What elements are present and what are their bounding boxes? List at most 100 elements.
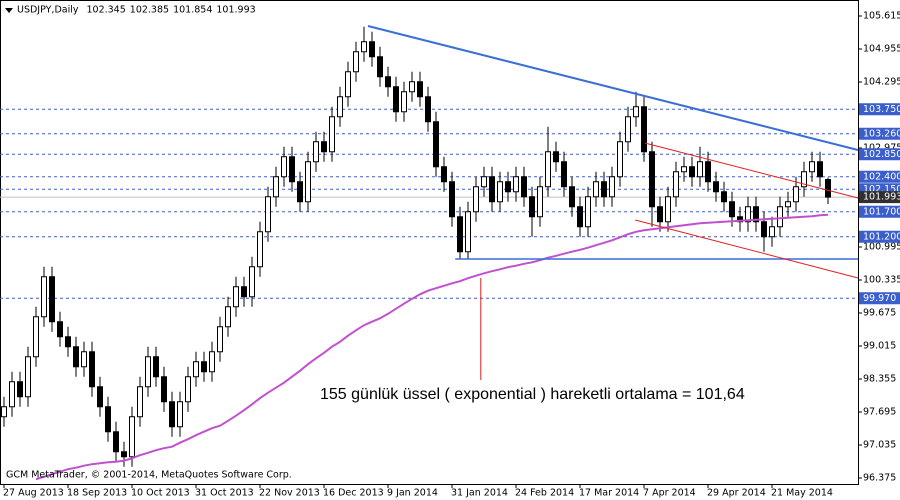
candle-body (289, 156, 295, 183)
level-label-box (859, 170, 900, 183)
candle-body (545, 151, 551, 188)
candle-body (25, 356, 31, 398)
candle-body (777, 206, 783, 228)
y-tick-label: 97.035 (863, 440, 896, 451)
candle-body (609, 176, 615, 198)
header-value: 101.993 (216, 5, 255, 16)
candle-body (585, 196, 591, 228)
candle-body (257, 231, 263, 268)
chart-layer (0, 25, 859, 481)
candle-body (305, 161, 311, 203)
level-label: 103.750 (863, 104, 900, 115)
y-tick-label: 105.615 (863, 11, 900, 22)
candle-body (129, 416, 135, 458)
candle-body (225, 306, 231, 328)
trend-line (644, 142, 859, 199)
level-label-box (859, 127, 900, 140)
header-value: 102.385 (130, 5, 169, 16)
x-tick-label: 7 Apr 2014 (643, 488, 696, 499)
candle-body (169, 401, 175, 428)
candle-body (233, 286, 239, 308)
candle-body (1, 406, 7, 418)
x-tick-label: 24 Feb 2014 (515, 488, 574, 499)
candle-body (769, 226, 775, 238)
candle-body (497, 181, 503, 203)
candle-body (73, 346, 79, 368)
trend-line (635, 219, 859, 279)
level-label: 99.970 (863, 293, 896, 304)
y-tick-label: 102.975 (863, 143, 900, 154)
candle-body (649, 151, 655, 208)
candle-body (337, 96, 343, 118)
candle-body (761, 221, 767, 238)
candle-body (673, 171, 679, 198)
candle-body (369, 41, 375, 58)
candle-body (33, 316, 39, 358)
y-tick-label: 100.335 (863, 275, 900, 286)
y-tick-label: 96.375 (863, 473, 896, 484)
candle-body (537, 186, 543, 218)
candle-body (489, 176, 495, 203)
level-label: 101.700 (863, 206, 900, 217)
candle-body (193, 361, 199, 378)
candle-body (361, 41, 367, 53)
candle-body (65, 336, 71, 348)
candle-body (513, 176, 519, 193)
level-label: 102.150 (863, 184, 900, 195)
candle-body (401, 91, 407, 113)
candle-body (417, 81, 423, 98)
candle-body (297, 181, 303, 203)
candle-body (281, 156, 287, 178)
candle-body (81, 351, 87, 368)
level-label: 102.400 (863, 171, 900, 182)
candle-body (745, 206, 751, 223)
candle-body (729, 201, 735, 218)
candle-body (601, 181, 607, 198)
candle-body (465, 211, 471, 253)
candle-body (713, 181, 719, 193)
y-tick-label: 104.295 (863, 77, 900, 88)
candle-body (113, 431, 119, 453)
candle-body (265, 196, 271, 233)
candle-body (665, 196, 671, 223)
candle-body (177, 401, 183, 428)
candle-body (89, 351, 95, 388)
menu-arrow[interactable] (5, 8, 13, 13)
candle-body (425, 96, 431, 123)
candle-body (825, 179, 831, 198)
candle-body (49, 276, 55, 323)
candle-body (393, 86, 399, 113)
candle-body (553, 151, 559, 163)
candle-body (201, 361, 207, 373)
level-label: 101.200 (863, 231, 900, 242)
candle-body (153, 356, 159, 378)
annotation: 155 günlük üssel ( exponential ) hareket… (320, 386, 745, 403)
candle-body (473, 186, 479, 213)
y-tick-label: 98.355 (863, 374, 896, 385)
candle-body (457, 216, 463, 253)
candle-body (17, 381, 23, 398)
level-label-box (859, 205, 900, 218)
candle-body (681, 166, 687, 173)
candle-body (705, 161, 711, 183)
x-tick-label: 22 Nov 2013 (259, 488, 320, 499)
candle-body (41, 276, 47, 318)
candle-body (481, 176, 487, 188)
y-tick-label: 97.695 (863, 407, 896, 418)
x-tick-label: 31 Jan 2014 (451, 488, 508, 499)
candle-body (521, 176, 527, 198)
candle-body (625, 116, 631, 143)
candle-body (617, 141, 623, 178)
candle-body (753, 206, 759, 223)
candle-body (697, 161, 703, 178)
candle-body (9, 381, 15, 408)
x-tick-label: 9 Jan 2014 (387, 488, 438, 499)
candle-body (97, 386, 103, 408)
x-tick-label: 31 Oct 2013 (195, 488, 254, 499)
x-tick-label: 10 Oct 2013 (131, 488, 190, 499)
candle-body (817, 161, 823, 178)
candle-body (137, 386, 143, 418)
x-tick-label: 21 May 2014 (771, 488, 833, 499)
candle-body (161, 376, 167, 403)
x-tick-label: 18 Sep 2013 (67, 488, 127, 499)
